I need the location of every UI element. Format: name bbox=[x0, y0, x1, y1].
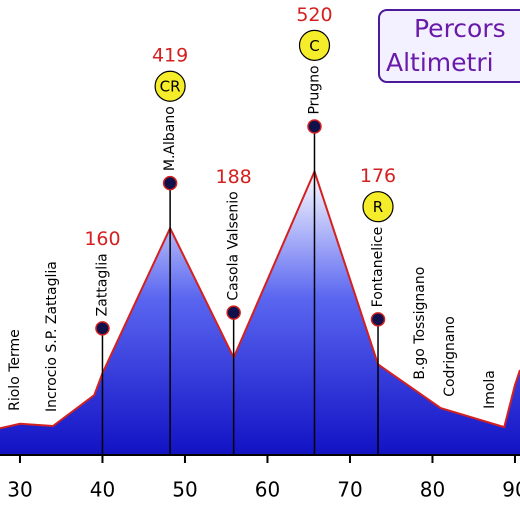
place-label: Zattaglia bbox=[94, 253, 110, 316]
place-label: Imola bbox=[482, 370, 498, 409]
elevation-label: 176 bbox=[360, 165, 396, 187]
place-label: Prugno bbox=[306, 65, 322, 114]
x-tick-label: 60 bbox=[255, 478, 280, 502]
place-label: B.go Tossignano bbox=[412, 267, 428, 380]
x-tick-label: 70 bbox=[337, 478, 362, 502]
badge-label: CR bbox=[160, 78, 181, 96]
elevation-label: 160 bbox=[84, 228, 120, 250]
place-label: Incrocio S.P. Zattaglia bbox=[44, 261, 60, 412]
place-marker bbox=[370, 312, 386, 327]
badge bbox=[298, 29, 331, 61]
elevation-label: 188 bbox=[216, 166, 252, 188]
title-box bbox=[378, 9, 520, 83]
elevation-label: 419 bbox=[152, 45, 188, 67]
place-label: Fontanelice bbox=[370, 227, 386, 308]
badge bbox=[362, 191, 394, 223]
place-marker bbox=[95, 321, 110, 336]
x-tick-label: 30 bbox=[7, 478, 32, 502]
place-marker bbox=[162, 175, 178, 191]
place-marker bbox=[226, 305, 241, 320]
x-tick-label: 80 bbox=[420, 478, 445, 502]
badge-label: C bbox=[309, 37, 319, 55]
elevation-label: 520 bbox=[296, 4, 332, 26]
title-line: Percors bbox=[414, 14, 506, 43]
title-line: Altimetri bbox=[386, 48, 494, 77]
badge-label: R bbox=[373, 198, 383, 216]
x-tick-label: 90 bbox=[502, 478, 520, 502]
place-label: Riolo Terme bbox=[7, 329, 23, 411]
place-marker bbox=[307, 119, 322, 134]
badge bbox=[154, 70, 186, 102]
x-tick-label: 40 bbox=[90, 478, 115, 502]
x-tick-label: 50 bbox=[172, 478, 197, 502]
place-label: Casola Valsenio bbox=[226, 191, 242, 300]
place-label: M.Albano bbox=[162, 106, 178, 171]
profile-area bbox=[0, 171, 520, 455]
place-label: Codrignano bbox=[442, 316, 458, 397]
